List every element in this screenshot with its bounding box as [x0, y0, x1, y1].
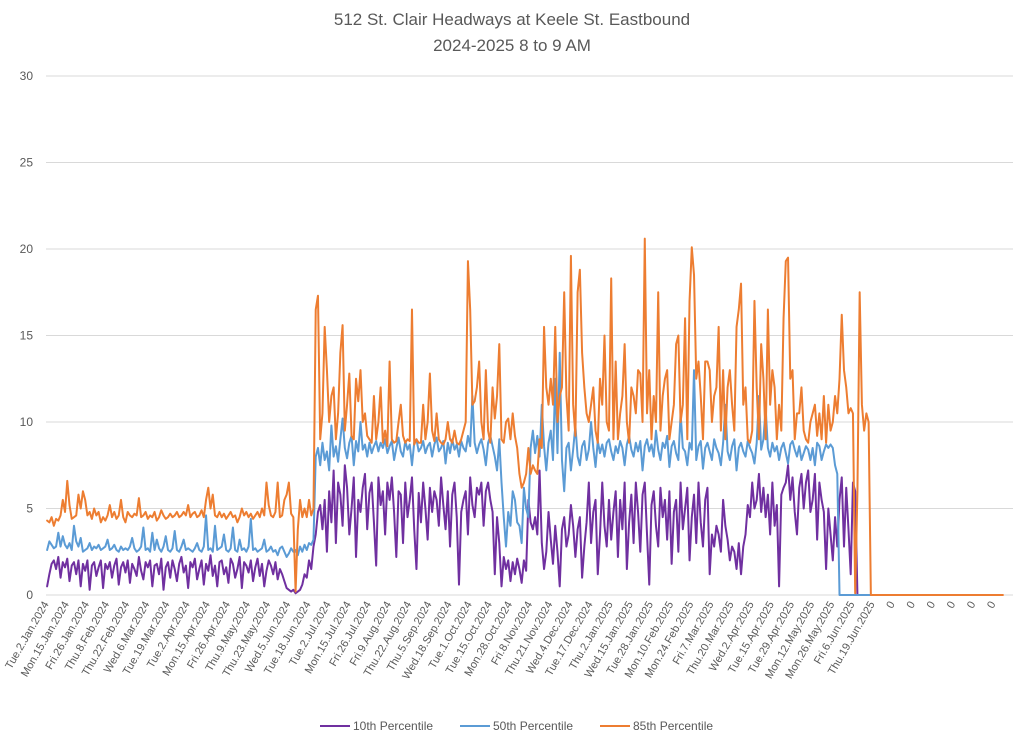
legend: 10th Percentile 50th Percentile 85th Per…: [320, 719, 713, 733]
legend-label-85th: 85th Percentile: [633, 719, 713, 733]
y-tick-label: 25: [20, 156, 34, 170]
y-tick-label: 15: [20, 329, 34, 343]
legend-item-50th[interactable]: 50th Percentile: [460, 719, 573, 733]
series-85th-percentile: [46, 237, 1004, 596]
x-axis: Tue.2.Jan.2024Mon.15.Jan.2024Fri.26.Jan.…: [3, 600, 998, 682]
y-tick-label: 10: [20, 415, 34, 429]
y-tick-label: 5: [26, 502, 33, 516]
x-tick-label: 0: [884, 600, 897, 611]
y-tick-label: 30: [20, 69, 34, 83]
legend-label-50th: 50th Percentile: [493, 719, 573, 733]
legend-item-10th[interactable]: 10th Percentile: [320, 719, 433, 733]
y-axis: 0 5 10 15 20 25 30: [20, 69, 34, 602]
legend-label-10th: 10th Percentile: [353, 719, 433, 733]
x-tick-label: 0: [965, 600, 978, 611]
y-tick-label: 0: [26, 588, 33, 602]
x-tick-label: 0: [945, 600, 958, 611]
x-tick-label: 0: [985, 600, 998, 611]
chart-subtitle: 2024-2025 8 to 9 AM: [433, 36, 591, 55]
series-50th-percentile: [46, 351, 975, 596]
plot-area: [46, 237, 1004, 596]
x-tick-label: 0: [925, 600, 938, 611]
y-tick-label: 20: [20, 242, 34, 256]
chart-title: 512 St. Clair Headways at Keele St. East…: [334, 10, 690, 29]
series-10th-percentile: [46, 464, 993, 596]
x-tick-label: 0: [905, 600, 918, 611]
grid-layer: [46, 75, 1013, 596]
legend-item-85th[interactable]: 85th Percentile: [600, 719, 713, 733]
